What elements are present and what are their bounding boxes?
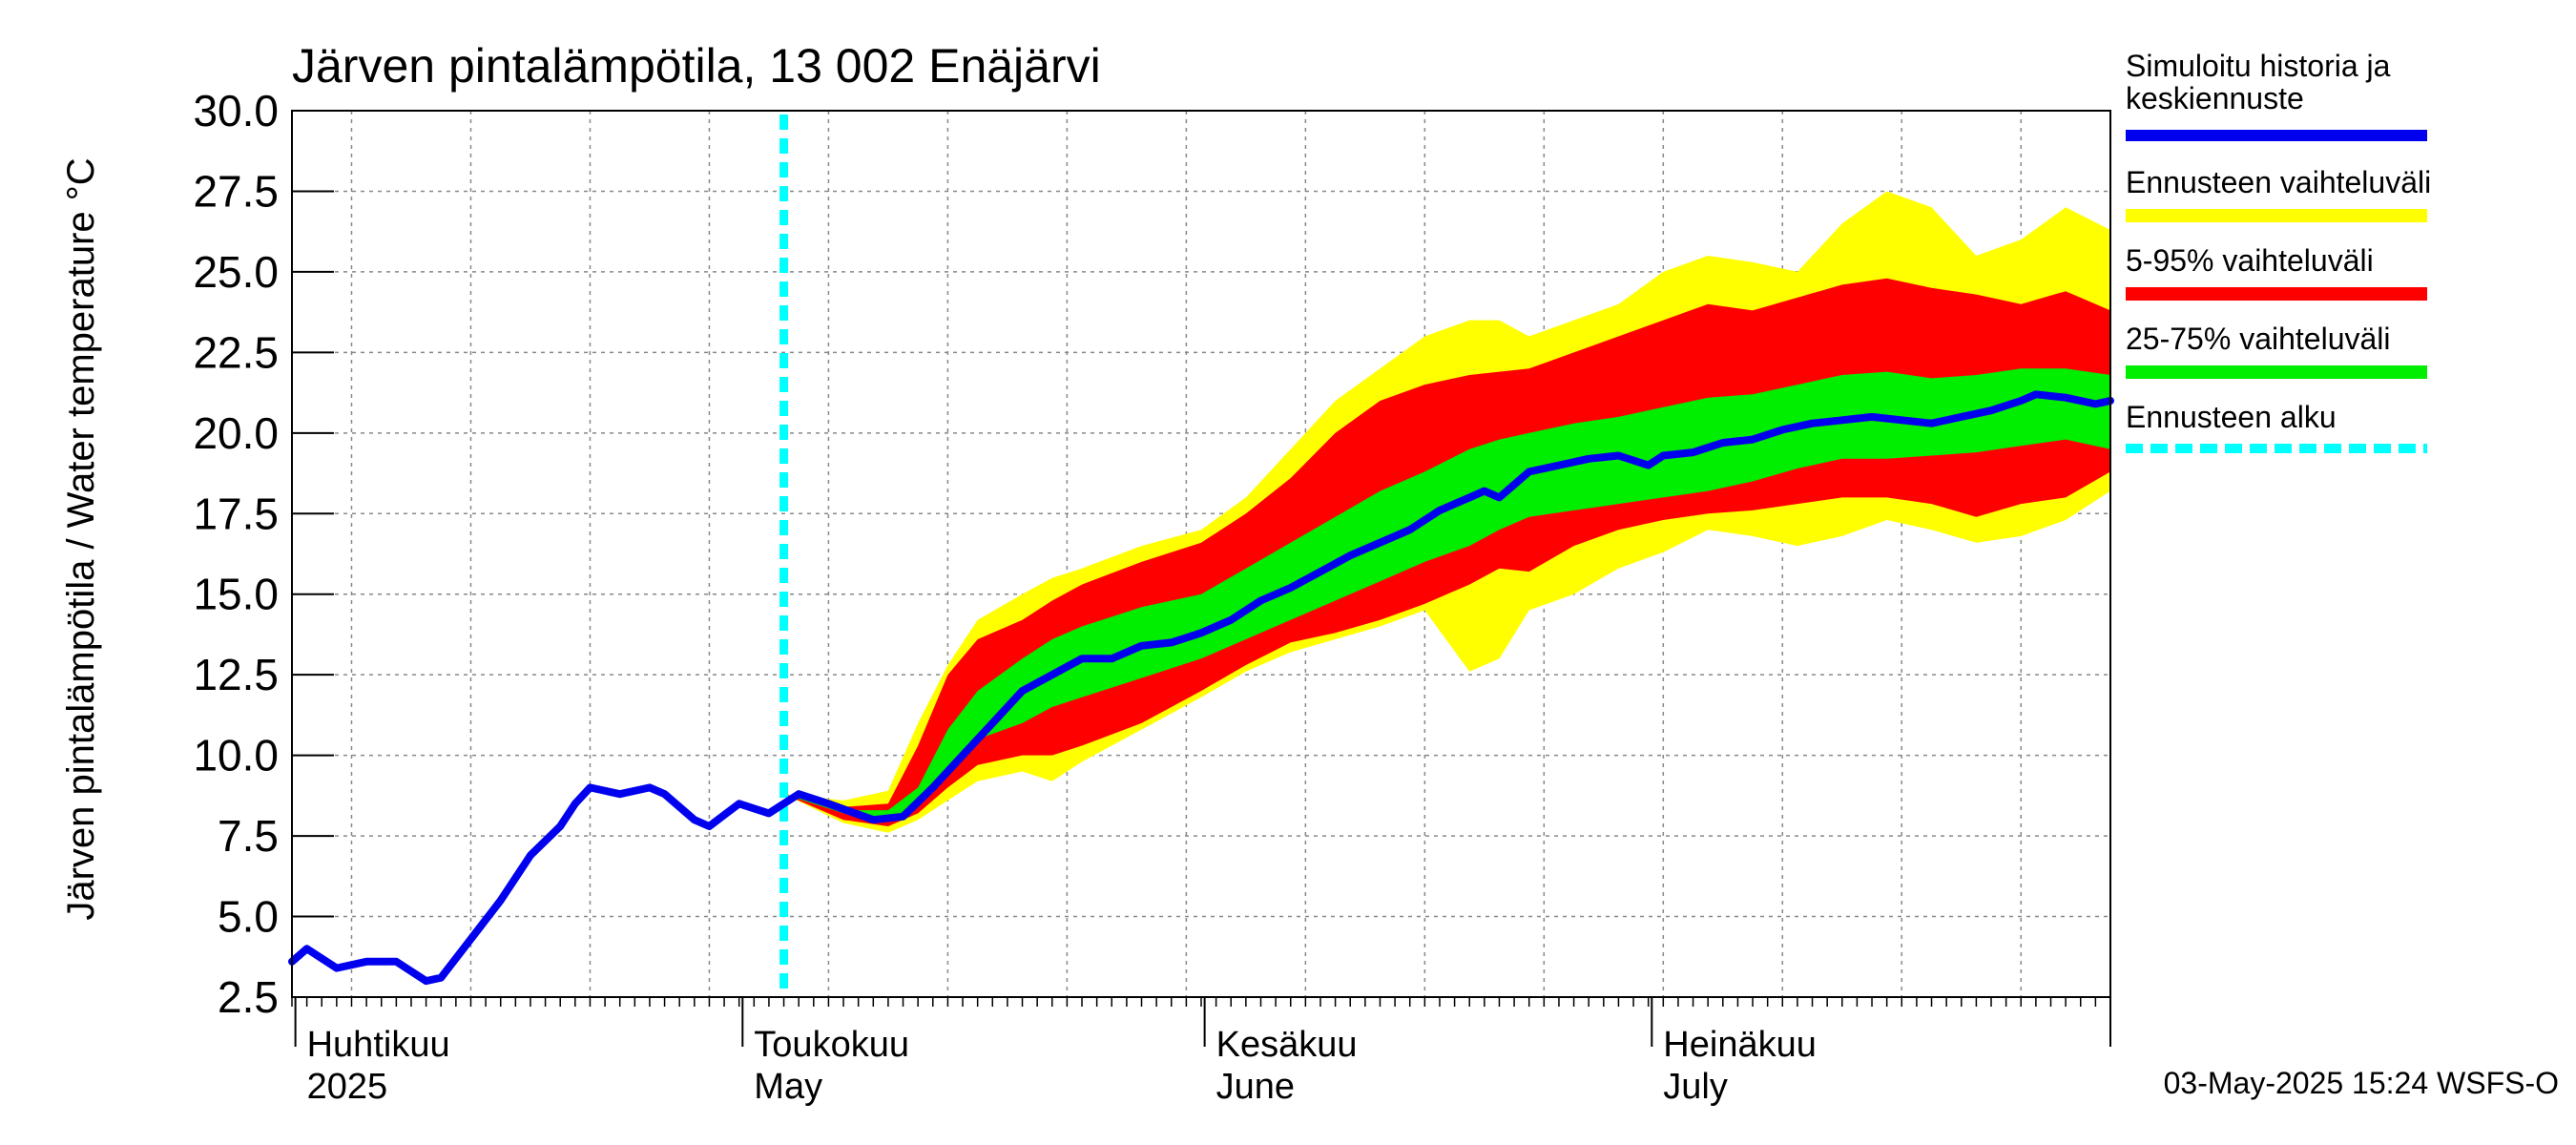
legend-item-forecast-start: Ennusteen alku <box>2126 401 2565 479</box>
x-month-label: Toukokuu <box>754 1025 909 1065</box>
legend-label-range: Ennusteen vaihteluväli <box>2126 165 2432 199</box>
x-month-label: Huhtikuu <box>307 1025 450 1065</box>
x-month-label-en: 2025 <box>307 1067 388 1107</box>
x-month-label-en: July <box>1663 1067 1728 1107</box>
x-month-label: Kesäkuu <box>1216 1025 1358 1065</box>
series-line-median <box>288 390 2114 986</box>
legend-swatch-p5-95 <box>2126 287 2427 301</box>
temperature-chart: Järven pintalämpötila, 13 002 Enäjärvi J… <box>60 39 2114 1107</box>
y-tick-label: 17.5 <box>193 489 279 538</box>
y-tick-label: 2.5 <box>218 972 279 1022</box>
legend-swatch-p25-75 <box>2126 365 2427 379</box>
series-lines <box>288 114 2114 997</box>
y-axis-label: Järven pintalämpötila / Water temperatur… <box>60 157 102 920</box>
y-tick-label: 10.0 <box>193 731 279 781</box>
y-tick-label: 25.0 <box>193 247 279 297</box>
legend-item-range: Ennusteen vaihteluväli <box>2126 166 2565 244</box>
y-tick-label: 12.5 <box>193 650 279 699</box>
legend-item-p25-75: 25-75% vaihteluväli <box>2126 323 2565 401</box>
legend: Simuloitu historia ja keskiennuste Ennus… <box>2126 50 2565 479</box>
legend-label-simulated: Simuloitu historia ja keskiennuste <box>2126 49 2391 115</box>
y-tick-label: 20.0 <box>193 408 279 458</box>
x-month-label: Heinäkuu <box>1663 1025 1817 1065</box>
x-month-label-en: June <box>1216 1067 1295 1107</box>
y-axis-ticks: 2.5 5.0 7.5 10.0 12.5 15.0 17.5 20.0 22.5 25.0 27.… <box>193 86 334 1022</box>
chart-title: Järven pintalämpötila, 13 002 Enäjärvi <box>292 39 1101 93</box>
y-tick-label: 22.5 <box>193 327 279 377</box>
legend-swatch-forecast-start <box>2126 444 2427 453</box>
y-tick-label: 27.5 <box>193 166 279 216</box>
legend-label-p5-95: 5-95% vaihteluväli <box>2126 243 2374 278</box>
timestamp-footer: 03-May-2025 15:24 WSFS-O <box>2163 1066 2559 1100</box>
x-month-label-en: May <box>754 1067 822 1107</box>
legend-item-p5-95: 5-95% vaihteluväli <box>2126 244 2565 323</box>
legend-label-p25-75: 25-75% vaihteluväli <box>2126 322 2391 356</box>
y-tick-label: 7.5 <box>218 811 279 861</box>
legend-item-simulated: Simuloitu historia ja keskiennuste <box>2126 49 2565 141</box>
y-tick-label: 30.0 <box>193 86 279 135</box>
y-tick-label: 5.0 <box>218 892 279 942</box>
legend-swatch-simulated <box>2126 130 2427 141</box>
legend-label-forecast-start: Ennusteen alku <box>2126 400 2337 434</box>
legend-swatch-range <box>2126 209 2427 222</box>
y-tick-label: 15.0 <box>193 570 279 619</box>
